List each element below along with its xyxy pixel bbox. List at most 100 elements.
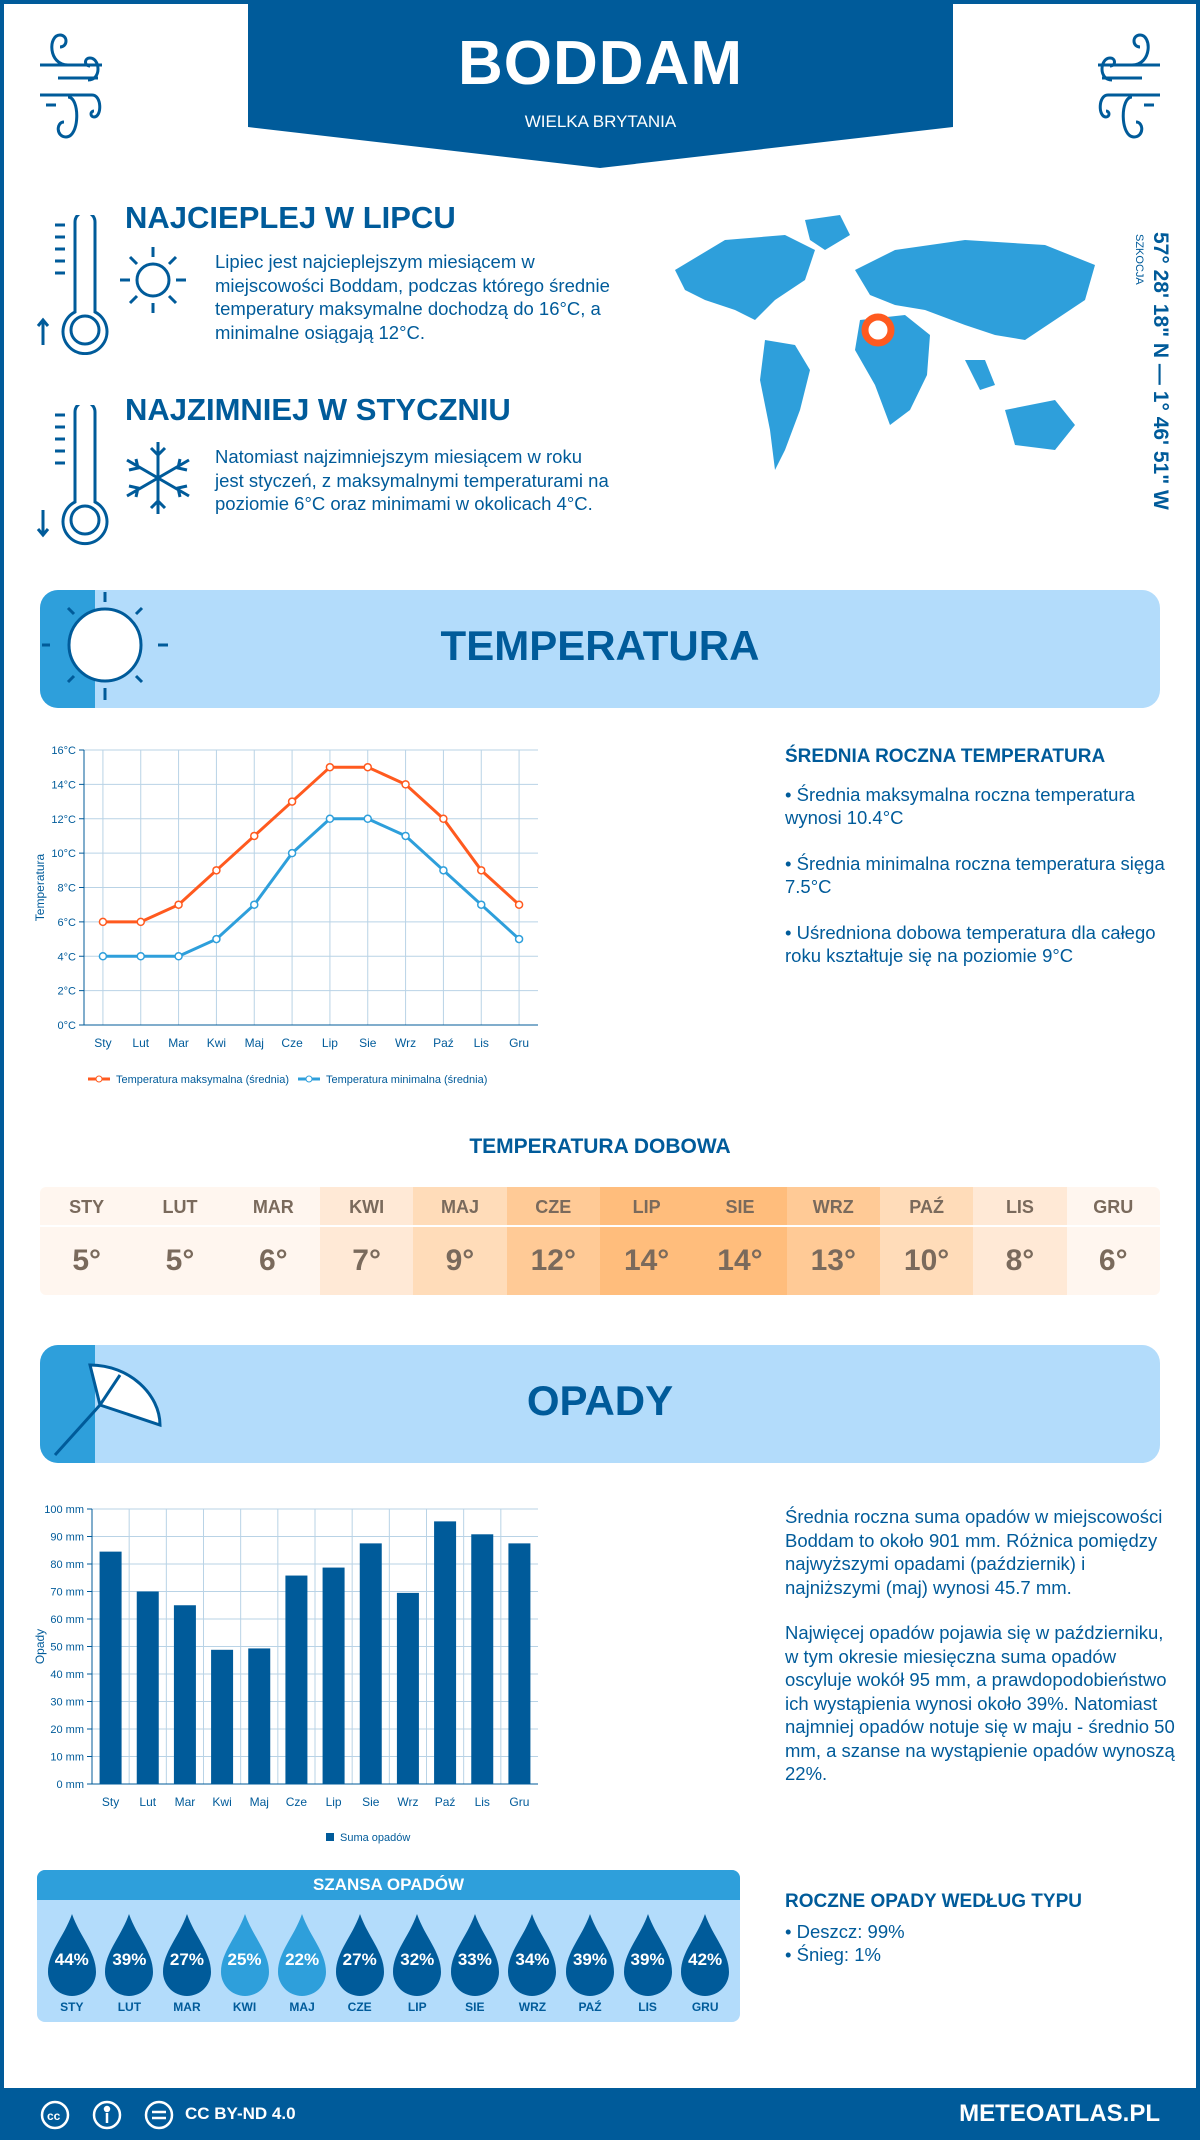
y-tick-label: 6°C — [58, 917, 77, 929]
coldest-text: Natomiast najzimniejszym miesiącem w rok… — [215, 446, 609, 514]
world-map — [675, 215, 1095, 470]
chance-value: 39% — [572, 1950, 607, 1969]
thermometer-down-icon — [36, 405, 109, 546]
bar — [136, 1591, 159, 1784]
daily-cell: SIE 14° — [693, 1187, 787, 1295]
x-tick-label: Kwi — [212, 1795, 231, 1809]
y-tick-label: 40 mm — [50, 1669, 84, 1681]
data-point — [174, 952, 183, 961]
daily-month: PAŹ — [879, 1187, 974, 1227]
chance-month: WRZ — [518, 2000, 547, 2014]
y-tick-label: 10 mm — [50, 1752, 84, 1764]
y-tick-label: 10°C — [51, 848, 76, 860]
x-tick-label: Sie — [362, 1795, 380, 1809]
x-tick-label: Cze — [281, 1036, 303, 1050]
daily-value: 7° — [352, 1244, 381, 1277]
legend-label: Temperatura maksymalna (średnia) — [116, 1074, 289, 1086]
chance-value: 32% — [400, 1950, 435, 1969]
bar — [508, 1543, 531, 1784]
raindrop-icon — [335, 1914, 384, 1996]
y-axis-label: Opady — [33, 1629, 47, 1664]
chance-value: 42% — [688, 1950, 723, 1969]
daily-month: GRU — [1066, 1187, 1160, 1227]
footer: cc CC BY-ND 4.0 METEOATLAS.PL — [0, 2088, 1200, 2140]
raindrop-icon — [278, 1914, 327, 1996]
chance-drop: 27% MAR — [158, 1900, 216, 2022]
daily-month: CZE — [506, 1187, 600, 1227]
x-tick-label: Paź — [433, 1036, 454, 1050]
data-point — [363, 762, 372, 772]
precip-type: ROCZNE OPADY WEDŁUG TYPU • Deszcz: 99% •… — [785, 1890, 1175, 1967]
data-point — [325, 814, 335, 823]
coldest-heading: NAJZIMNIEJ W STYCZNIU — [125, 392, 511, 427]
chance-value: 44% — [54, 1950, 89, 1969]
raindrop-icon — [105, 1914, 154, 1996]
daily-value: 14° — [623, 1244, 670, 1277]
chance-month: LIP — [407, 2000, 427, 2014]
daily-month: LUT — [133, 1187, 227, 1227]
raindrop-icon — [565, 1914, 614, 1996]
chance-title: SZANSA OPADÓW — [37, 1870, 740, 1900]
license-label: CC BY-ND 4.0 — [185, 2104, 296, 2123]
precip-chance-box: SZANSA OPADÓW 44% STY 39% LUT 27% MAR 25% KWI 22… — [37, 1870, 740, 2022]
y-tick-label: 2°C — [58, 986, 77, 998]
y-tick-label: 90 mm — [50, 1532, 84, 1544]
raindrop-icon — [623, 1914, 672, 1996]
daily-cell: LIP 14° — [599, 1187, 694, 1295]
chance-drop: 22% MAJ — [273, 1900, 331, 2022]
daily-value: 6° — [258, 1244, 288, 1277]
daily-cell: WRZ 13° — [786, 1187, 880, 1295]
legend-label: Suma opadów — [340, 1832, 410, 1844]
x-tick-label: Wrz — [395, 1036, 416, 1050]
chance-month: PAŹ — [578, 2000, 602, 2014]
data-point — [439, 814, 448, 823]
daily-cell: KWI 7° — [319, 1187, 414, 1295]
daily-temp-table: STY 5° LUT 5° MAR 6° KWI 7° MAJ 9° CZE 12° LIP 14° SIE… — [40, 1187, 1160, 1295]
summary-min: • Średnia minimalna roczna temperatura s… — [785, 852, 1165, 898]
sun-icon — [120, 247, 186, 313]
data-point — [363, 814, 372, 823]
coordinates: 57° 28' 18" N — 1° 46' 51" W — [1149, 232, 1172, 510]
bar — [359, 1543, 382, 1784]
data-point — [174, 900, 183, 909]
umbrella-icon — [40, 1345, 162, 1463]
daily-month: LIS — [973, 1187, 1067, 1227]
daily-value: 10° — [903, 1244, 950, 1277]
data-point — [212, 934, 221, 944]
rain-share: • Deszcz: 99% — [785, 1920, 905, 1942]
raindrop-icon — [681, 1914, 730, 1996]
raindrop-icon — [47, 1914, 96, 1996]
chance-month: SIE — [465, 2000, 485, 2014]
y-tick-label: 20 mm — [50, 1724, 84, 1736]
temperature-summary: ŚREDNIA ROCZNA TEMPERATURA • Średnia mak… — [785, 745, 1175, 990]
chance-month: CZE — [347, 2000, 372, 2014]
wind-icon-right — [1098, 33, 1160, 139]
data-point — [514, 934, 524, 944]
chance-value: 27% — [342, 1950, 377, 1969]
daily-temp-title: TEMPERATURA DOBOWA — [469, 1135, 731, 1158]
snow-share: • Śnieg: 1% — [785, 1944, 881, 1965]
legend-marker — [95, 1075, 103, 1083]
y-tick-label: 100 mm — [44, 1504, 84, 1516]
data-point — [514, 900, 524, 909]
site-link[interactable]: METEOATLAS.PL — [959, 2100, 1160, 2127]
daily-cell: LUT 5° — [133, 1187, 227, 1295]
data-point — [136, 952, 145, 961]
chance-value: 22% — [285, 1950, 320, 1969]
legend-marker — [305, 1075, 313, 1083]
y-axis-label: Temperatura — [33, 853, 47, 921]
data-point — [477, 866, 486, 875]
daily-month: STY — [40, 1187, 134, 1227]
chance-value: 33% — [457, 1950, 492, 1969]
raindrop-icon — [508, 1914, 557, 1996]
daily-value: 14° — [717, 1244, 763, 1277]
data-point — [136, 917, 145, 927]
daily-month: KWI — [319, 1187, 414, 1227]
chance-value: 39% — [112, 1950, 147, 1969]
x-tick-label: Mar — [175, 1795, 196, 1809]
y-tick-label: 60 mm — [50, 1614, 84, 1626]
daily-value: 6° — [1098, 1244, 1128, 1277]
precip-title: OPADY — [526, 1377, 674, 1424]
y-tick-label: 12°C — [51, 814, 76, 826]
y-tick-label: 50 mm — [50, 1642, 84, 1654]
